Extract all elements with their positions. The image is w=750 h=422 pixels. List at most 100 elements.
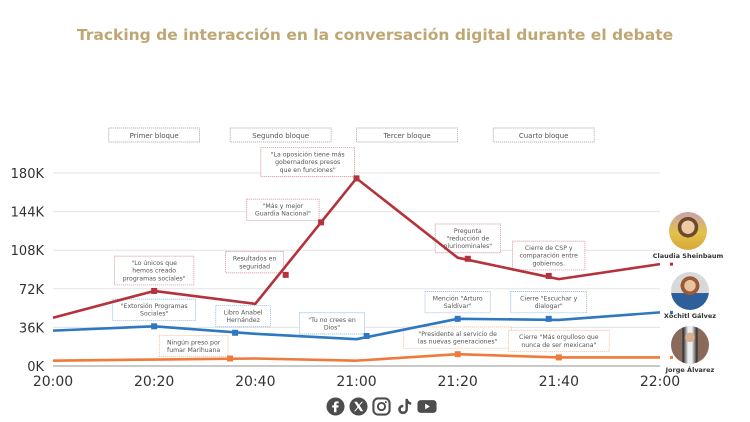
annotation-text: nunca de ser mexicana" — [521, 342, 596, 349]
x-tick-label: 20:40 — [235, 374, 275, 390]
block-box — [492, 127, 595, 143]
y-tick-label: 36K — [19, 321, 45, 336]
annotation-text: programas sociales" — [123, 275, 186, 282]
annotation-text: "Lo únicos que — [131, 259, 177, 267]
annotation-text: "Extorsión Programas — [121, 302, 188, 310]
annotation-box — [225, 251, 285, 274]
x-tick-label: 21:00 — [336, 374, 376, 390]
block-label: Tercer bloque — [382, 132, 430, 140]
annotation-box — [158, 334, 229, 357]
annotation-text: "reducción de — [446, 235, 489, 243]
candidate-name: Jorge Álvarez — [665, 366, 715, 374]
annotation-text: seguridad — [239, 263, 270, 270]
annotation-marker — [232, 329, 239, 336]
annotation-text: Cierre de CSP y — [525, 245, 573, 252]
y-tick-label: 108K — [11, 244, 45, 259]
instagram-icon[interactable] — [371, 396, 391, 416]
annotation-marker — [545, 315, 552, 322]
annotation-text: gobiernos. — [532, 260, 565, 267]
annotation-text: "Más y mejor — [263, 202, 304, 210]
annotation-text: Saldívar" — [444, 302, 472, 310]
x-tick-label: 20:20 — [134, 374, 174, 390]
annotation-box — [510, 291, 588, 314]
annotation-marker — [555, 354, 562, 361]
annotation-text: fumar Marihuana — [167, 347, 220, 354]
y-tick-label: 144K — [11, 206, 45, 221]
annotation-box — [246, 198, 320, 221]
x-tick-label: 22:00 — [640, 374, 680, 390]
annotation-box — [215, 305, 271, 328]
block-label: Primer bloque — [130, 132, 179, 140]
annotation-marker — [545, 272, 552, 279]
candidate-photo — [669, 212, 707, 250]
annotation-text: plurinominales" — [443, 243, 492, 250]
annotation-box — [424, 291, 491, 314]
candidate-name: Claudia Sheinbaum — [652, 252, 724, 260]
series-end-marker — [670, 355, 673, 359]
block-box — [108, 127, 200, 143]
annotation-text: "Tu no crees en — [308, 317, 356, 324]
block-label: Cuarto bloque — [519, 132, 569, 140]
annotation-text: Cierre "Escuchar y — [520, 296, 577, 303]
annotation-text: Cierre "Más orgulloso que — [519, 333, 599, 341]
annotation-marker — [454, 315, 461, 322]
annotation-text: Ningún preso por — [167, 338, 221, 346]
annotation-text: Mención "Arturo — [433, 295, 483, 303]
annotation-text: comparación entre — [519, 252, 578, 260]
annotation-marker — [353, 175, 360, 182]
annotation-marker — [151, 323, 158, 330]
series-line-jorge-alvarez — [52, 352, 660, 362]
annotation-marker — [151, 287, 158, 294]
annotation-text: Pregunta — [454, 228, 482, 235]
annotation-text: Libro Anabel — [224, 310, 263, 317]
candidate-jorge-alvarez: Jorge Álvarez — [648, 326, 732, 374]
annotation-text: Hernández — [226, 316, 260, 324]
youtube-icon[interactable] — [417, 396, 437, 416]
social-icons — [325, 396, 437, 416]
series-end-marker — [670, 262, 673, 266]
block-label: Segundo bloque — [252, 132, 309, 140]
x-tick-label: 21:40 — [539, 374, 579, 390]
annotation-box — [299, 312, 365, 335]
candidate-photo — [671, 326, 709, 364]
facebook-icon[interactable] — [325, 396, 345, 416]
series-end-marker — [670, 310, 673, 314]
annotation-marker — [464, 255, 471, 262]
candidate-xochitl-galvez: Xóchitl Gálvez — [648, 272, 732, 320]
x-icon[interactable] — [348, 396, 368, 416]
x-tick-label: 20:00 — [33, 374, 73, 390]
block-box — [356, 127, 458, 143]
annotation-text: gobernadores presos — [275, 159, 340, 166]
annotation-text: que en funciones" — [280, 167, 336, 174]
annotation-text: hemos creado — [132, 268, 176, 275]
block-box — [229, 127, 332, 143]
annotation-text: Resultados en — [233, 256, 277, 263]
annotation-box — [512, 240, 586, 271]
annotation-box — [112, 298, 197, 321]
candidate-claudia-sheinbaum: Claudia Sheinbaum — [646, 212, 730, 260]
y-tick-label: 72K — [19, 283, 45, 298]
annotation-marker — [454, 351, 461, 358]
annotation-box — [114, 255, 195, 286]
y-tick-label: 0K — [27, 360, 44, 375]
candidate-name: Xóchitl Gálvez — [663, 312, 717, 320]
annotation-marker — [363, 332, 370, 339]
annotation-text: las nuevas generaciones" — [418, 339, 498, 346]
annotation-text: "La oposición tiene más — [271, 151, 345, 159]
x-tick-label: 21:20 — [437, 374, 477, 390]
y-tick-label: 180K — [11, 167, 45, 182]
annotation-text: Dios" — [324, 324, 340, 331]
candidate-photo — [671, 272, 709, 310]
annotation-marker — [227, 355, 234, 362]
annotation-text: Guardia Nacional" — [255, 211, 311, 218]
tiktok-icon[interactable] — [394, 396, 414, 416]
annotation-text: dialogar" — [535, 303, 563, 310]
chart-title: Tracking de interacción en la conversaci… — [76, 26, 674, 44]
annotation-box — [508, 329, 610, 352]
annotation-marker — [282, 271, 289, 278]
annotation-text: "Presidente al servicio de — [418, 331, 497, 338]
annotation-text: Sociales" — [140, 311, 168, 318]
annotation-box — [260, 147, 355, 177]
annotation-marker — [318, 219, 325, 226]
